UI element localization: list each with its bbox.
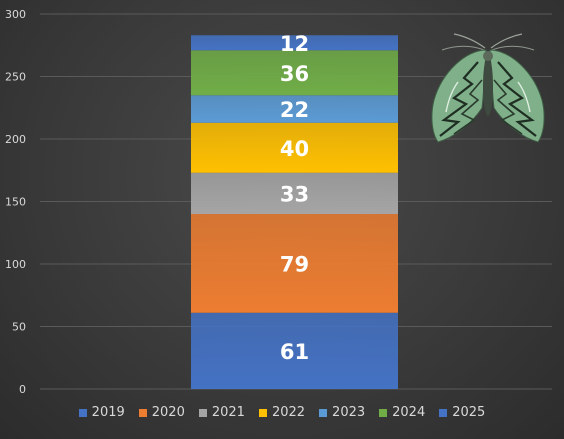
- bar-segment-2025: [191, 35, 398, 51]
- bar-segment-2023: [191, 95, 398, 123]
- data-label-2023: 22: [280, 98, 309, 122]
- legend-swatch: [439, 408, 448, 417]
- y-tick-label: 150: [5, 196, 26, 209]
- y-tick-label: 50: [12, 321, 26, 334]
- data-label-2021: 33: [280, 182, 309, 206]
- legend-label: 2021: [211, 405, 245, 420]
- legend-swatch: [138, 408, 147, 417]
- legend-label: 2019: [91, 405, 125, 420]
- data-label-2024: 36: [280, 62, 309, 86]
- legend-label: 2022: [271, 405, 306, 420]
- legend-swatch: [319, 408, 328, 417]
- y-tick-label: 0: [19, 383, 26, 396]
- legend-label: 2023: [332, 405, 366, 420]
- legend-swatch: [258, 408, 267, 417]
- legend-label: 2020: [151, 405, 185, 420]
- data-label-2022: 40: [280, 137, 309, 161]
- y-tick-label: 250: [5, 71, 26, 84]
- y-axis-ticks: 0 50 100 150 200 250 300: [5, 8, 26, 396]
- legend-item-2021: 2021: [198, 405, 245, 420]
- data-label-2025: 12: [280, 32, 309, 56]
- y-tick-label: 300: [5, 8, 26, 21]
- legend-item-2020: 2020: [138, 405, 185, 420]
- legend-item-2019: 2019: [78, 405, 125, 420]
- legend-item-2022: 2022: [258, 405, 306, 420]
- legend-item-2025: 2025: [439, 405, 485, 420]
- chart-legend: 2019 2020 2021 2022 2023 2024 2025: [0, 405, 564, 420]
- data-labels: 61 79 33 40 22 36 12: [280, 32, 309, 364]
- legend-swatch: [198, 408, 207, 417]
- bar-segment-2021: [191, 172, 398, 214]
- moth-icon: [431, 33, 545, 143]
- bar-segment-2019: [191, 312, 398, 389]
- bar-segment-2022: [191, 122, 398, 173]
- data-label-2020: 79: [280, 252, 309, 276]
- legend-swatch: [78, 408, 87, 417]
- legend-item-2024: 2024: [379, 405, 425, 420]
- legend-item-2023: 2023: [319, 405, 365, 420]
- data-label-2019: 61: [280, 340, 309, 364]
- y-tick-label: 100: [5, 258, 26, 271]
- y-tick-label: 200: [5, 133, 26, 146]
- legend-label: 2024: [392, 405, 426, 420]
- bar-segments: [191, 35, 398, 389]
- bar-segment-2020: [191, 214, 398, 313]
- legend-swatch: [379, 408, 388, 417]
- bar-segment-2024: [191, 50, 398, 96]
- legend-label: 2025: [452, 405, 486, 420]
